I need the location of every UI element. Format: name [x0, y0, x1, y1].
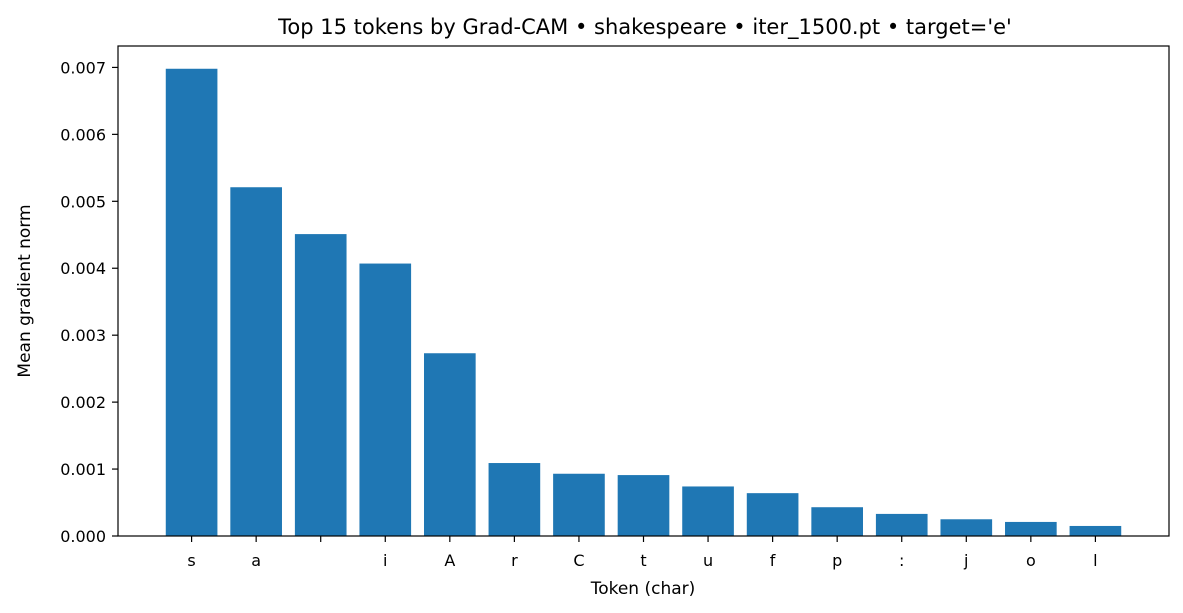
x-tick-label: : — [899, 551, 904, 570]
bar-8 — [682, 486, 734, 536]
x-tick-label: p — [832, 551, 842, 570]
x-tick-label: t — [640, 551, 646, 570]
y-tick-label: 0.000 — [60, 527, 106, 546]
y-axis-label: Mean gradient norm — [15, 204, 35, 377]
x-tick-label: l — [1093, 551, 1097, 570]
x-axis-label: Token (char) — [590, 579, 696, 599]
y-tick-label: 0.006 — [60, 125, 106, 144]
x-tick-label: i — [383, 551, 387, 570]
x-tick-label: a — [251, 551, 261, 570]
bar-12 — [940, 519, 993, 536]
bar-14 — [1069, 525, 1122, 536]
bar-7 — [617, 475, 670, 536]
bar-1 — [230, 187, 282, 537]
x-tick-label: j — [963, 551, 968, 570]
bar-3 — [359, 263, 412, 536]
bar-4 — [424, 353, 476, 536]
x-tick-label: u — [703, 551, 713, 570]
bar-6 — [553, 473, 605, 536]
x-tick-label: r — [511, 551, 518, 570]
bar-10 — [811, 507, 863, 536]
y-axis-ticks: 0.000 0.001 0.002 0.003 0.004 0.005 0.006 0.007 — [60, 58, 118, 546]
y-tick-label: 0.004 — [60, 259, 106, 278]
y-tick-label: 0.007 — [60, 58, 106, 77]
bar-2 — [294, 234, 347, 536]
x-tick-label: f — [770, 551, 776, 570]
bar-0 — [165, 68, 218, 536]
bar-9 — [746, 493, 799, 536]
y-tick-label: 0.003 — [60, 326, 106, 345]
y-tick-label: 0.002 — [60, 393, 106, 412]
bar-11 — [875, 513, 928, 536]
bar-5 — [488, 463, 541, 536]
y-tick-label: 0.005 — [60, 192, 106, 211]
x-tick-label: s — [187, 551, 195, 570]
x-tick-label: A — [444, 551, 455, 570]
x-tick-label: o — [1026, 551, 1036, 570]
x-tick-label: C — [573, 551, 584, 570]
chart-title: Top 15 tokens by Grad-CAM • shakespeare … — [277, 15, 1012, 40]
bars-group — [165, 68, 1122, 537]
bar-13 — [1005, 521, 1057, 536]
y-tick-label: 0.001 — [60, 460, 106, 479]
plot-frame — [117, 45, 1170, 537]
